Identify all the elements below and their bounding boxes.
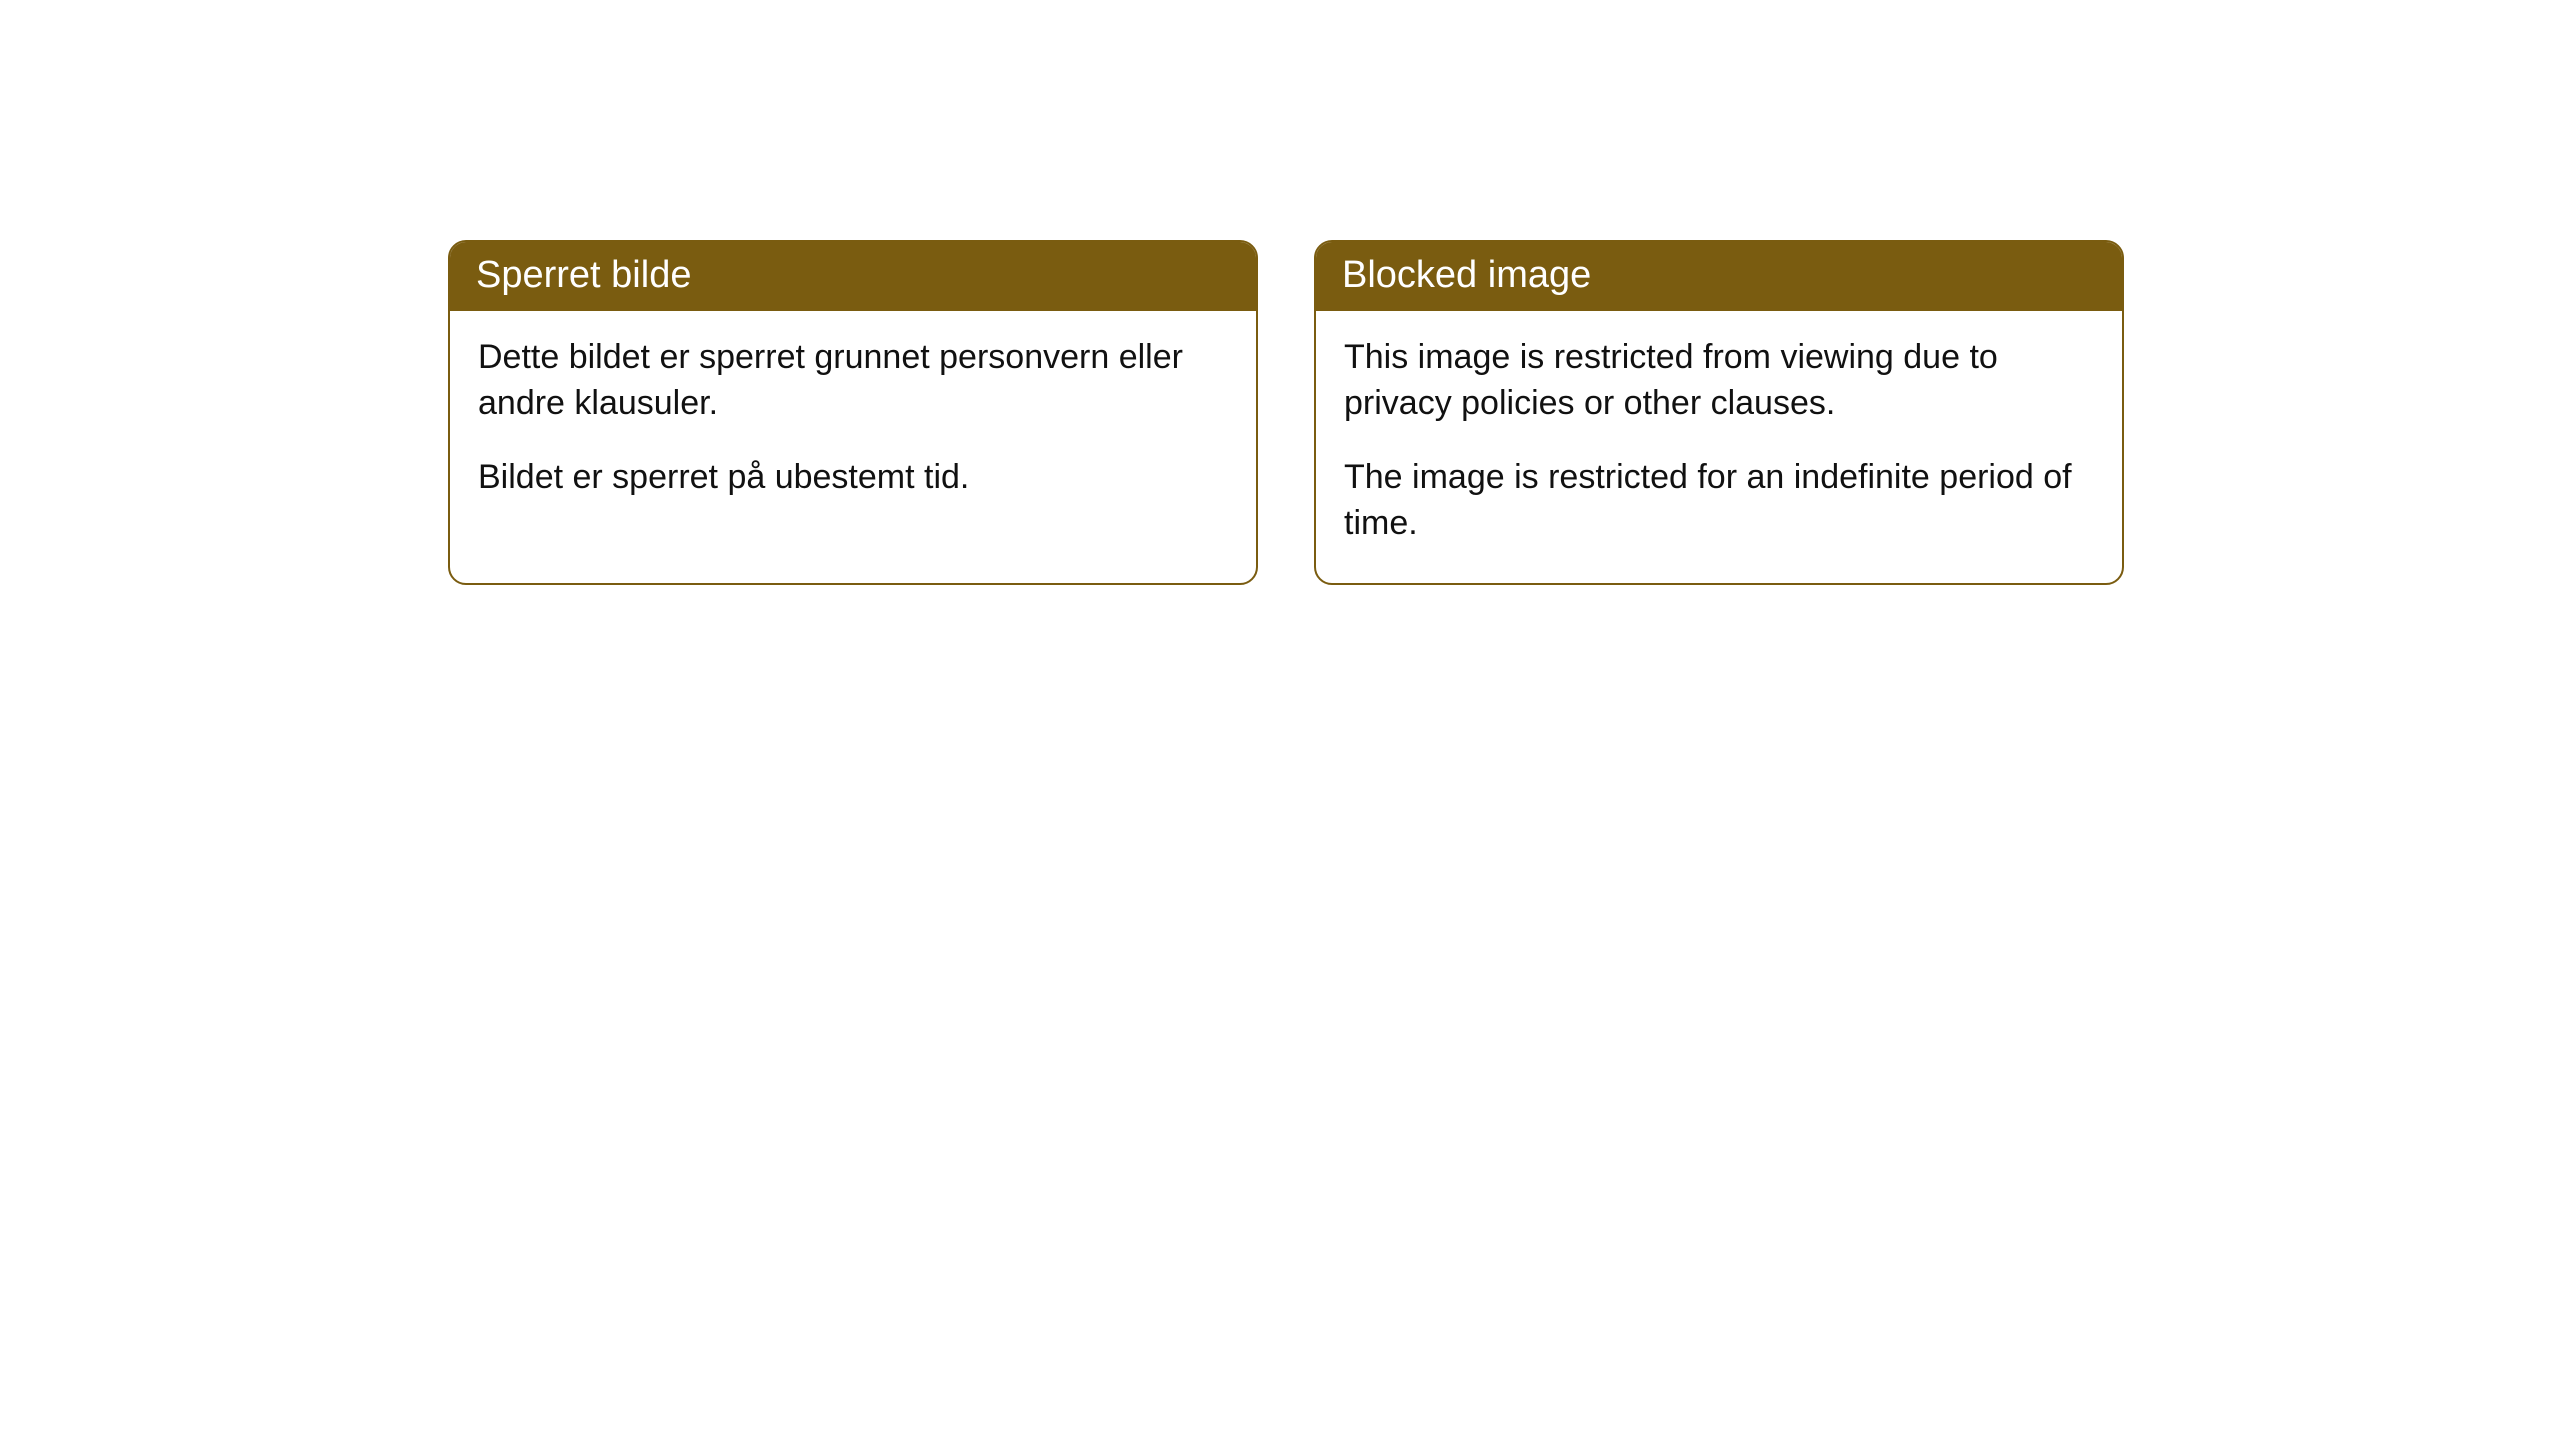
cards-container: Sperret bilde Dette bildet er sperret gr…	[0, 0, 2560, 585]
card-paragraph: The image is restricted for an indefinit…	[1344, 455, 2094, 547]
card-header: Blocked image	[1316, 242, 2122, 311]
card-body: This image is restricted from viewing du…	[1316, 311, 2122, 583]
blocked-image-card-nb: Sperret bilde Dette bildet er sperret gr…	[448, 240, 1258, 585]
card-paragraph: Bildet er sperret på ubestemt tid.	[478, 455, 1228, 501]
card-paragraph: This image is restricted from viewing du…	[1344, 335, 2094, 427]
card-paragraph: Dette bildet er sperret grunnet personve…	[478, 335, 1228, 427]
card-header: Sperret bilde	[450, 242, 1256, 311]
blocked-image-card-en: Blocked image This image is restricted f…	[1314, 240, 2124, 585]
card-body: Dette bildet er sperret grunnet personve…	[450, 311, 1256, 537]
